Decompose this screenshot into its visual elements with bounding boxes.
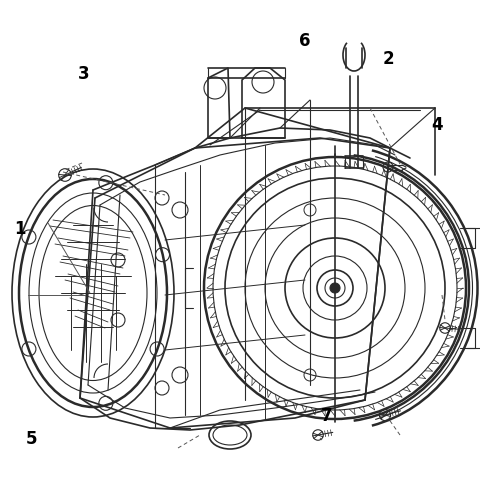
Text: 4: 4: [431, 116, 443, 134]
Circle shape: [330, 283, 340, 293]
Text: 5: 5: [25, 430, 37, 448]
Text: 7: 7: [321, 407, 332, 426]
Text: 1: 1: [14, 220, 26, 238]
Text: 2: 2: [383, 50, 395, 68]
Text: 6: 6: [299, 32, 311, 50]
Text: 3: 3: [78, 65, 90, 83]
